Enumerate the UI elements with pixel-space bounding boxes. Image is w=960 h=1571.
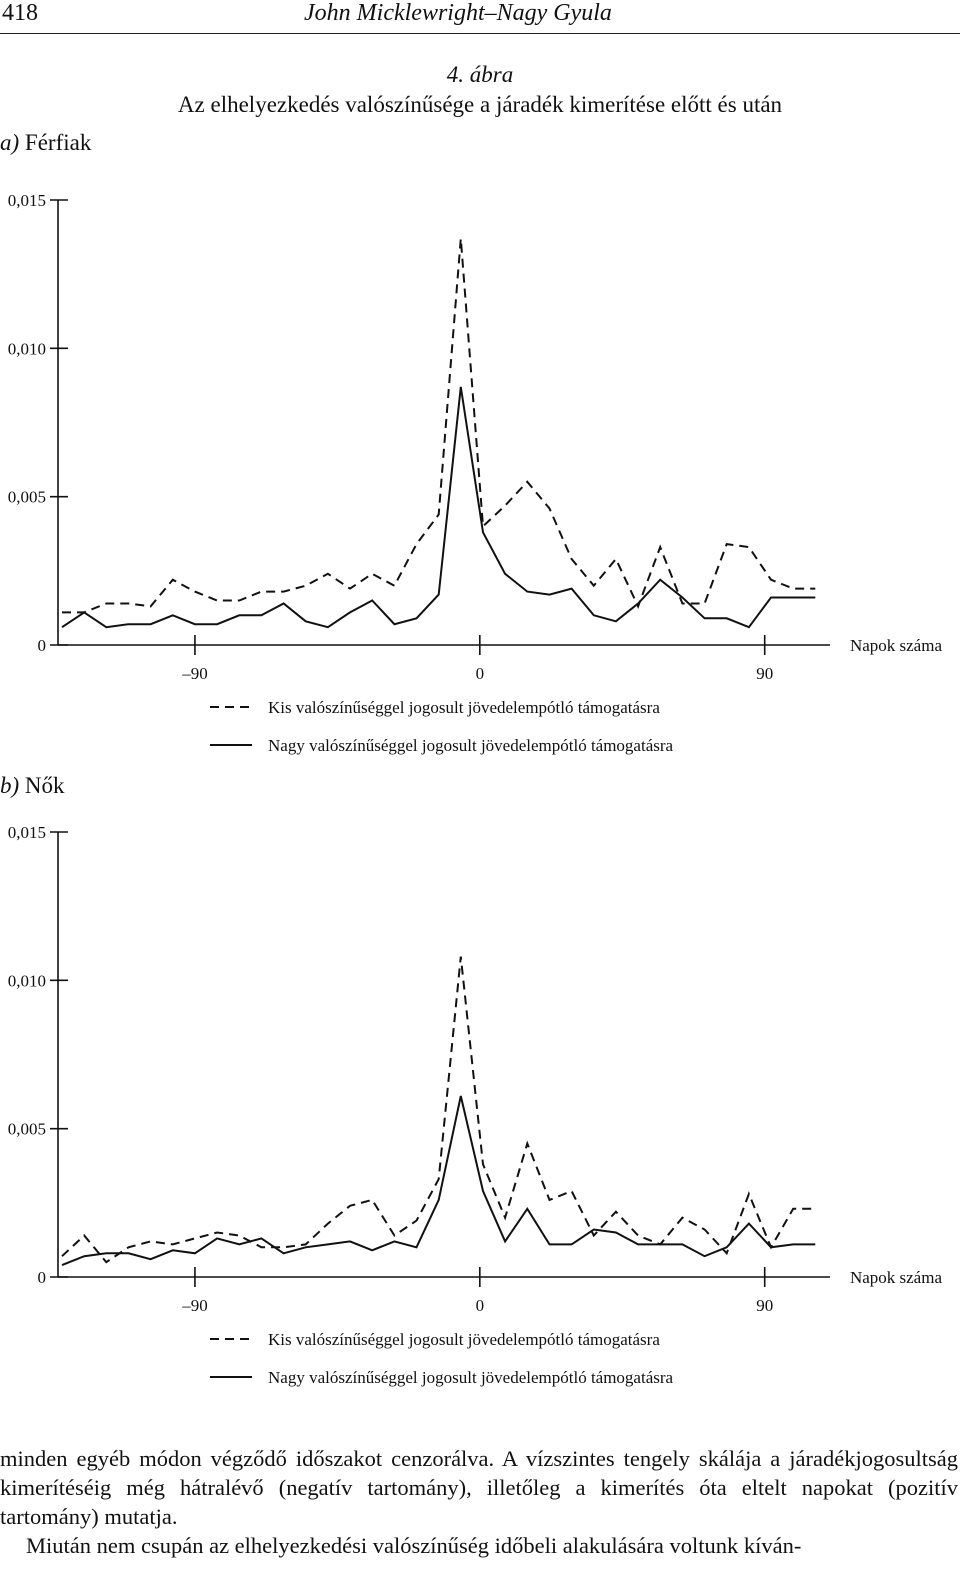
paragraph: Miután nem csupán az elhelyezkedési való… xyxy=(26,1533,802,1558)
series-line-solid xyxy=(61,386,816,629)
series-line-solid xyxy=(61,1095,816,1267)
x-tick-label: 0 xyxy=(476,664,485,683)
y-tick-label: 0 xyxy=(38,1268,47,1287)
panel-name: Nők xyxy=(19,773,65,798)
panel-label-b: b) Nők xyxy=(0,773,65,799)
figure-number: 4. ábra xyxy=(446,62,514,87)
y-tick-label: 0,005 xyxy=(8,488,46,507)
figure-title: Az elhelyezkedés valószínűsége a járadék… xyxy=(177,92,783,117)
legend-label: Kis valószínűséggel jogosult jövedelempó… xyxy=(268,698,660,717)
x-axis-label: Napok száma xyxy=(850,636,943,655)
y-tick-label: 0,005 xyxy=(8,1120,46,1139)
y-tick-label: 0,010 xyxy=(8,971,46,990)
panel-label-a: a) Férfiak xyxy=(0,130,91,156)
legend-label: Nagy valószínűséggel jogosult jövedelemp… xyxy=(268,1368,674,1387)
legend-label: Kis valószínűséggel jogosult jövedelempó… xyxy=(268,1330,660,1349)
x-tick-label: 90 xyxy=(756,664,773,683)
chart-women: 0 0,005 0,010 0,015 –90 0 90 Napok száma Kis val… xyxy=(8,823,943,1387)
x-tick-label: 0 xyxy=(476,1296,485,1315)
series-line-dashed xyxy=(61,956,816,1264)
x-tick-label: 90 xyxy=(756,1296,773,1315)
panel-letter: b) xyxy=(0,773,20,798)
body-text: minden egyéb módon végződő időszakot cen… xyxy=(0,1444,958,1560)
y-tick-label: 0,015 xyxy=(8,191,46,210)
page-number: 418 xyxy=(2,0,38,26)
chart-men: 0 0,005 0,010 0,015 –90 0 90 Napok száma Kis val… xyxy=(8,191,943,755)
y-tick-label: 0,010 xyxy=(8,339,46,358)
panel-letter: a) xyxy=(0,130,20,155)
series-line-dashed xyxy=(62,238,816,614)
running-head: John Micklewright–Nagy Gyula xyxy=(304,0,612,26)
panel-name: Férfiak xyxy=(19,130,92,155)
page-header: 418 John Micklewright–Nagy Gyula xyxy=(0,0,960,36)
y-tick-label: 0 xyxy=(38,636,47,655)
x-tick-label: –90 xyxy=(181,1296,208,1315)
x-tick-label: –90 xyxy=(181,664,208,683)
legend-label: Nagy valószínűséggel jogosult jövedelemp… xyxy=(268,736,674,755)
y-tick-label: 0,015 xyxy=(8,823,46,842)
x-axis-label: Napok száma xyxy=(850,1268,943,1287)
paragraph: minden egyéb módon végződő időszakot cen… xyxy=(0,1446,958,1529)
header-rule xyxy=(0,33,960,34)
